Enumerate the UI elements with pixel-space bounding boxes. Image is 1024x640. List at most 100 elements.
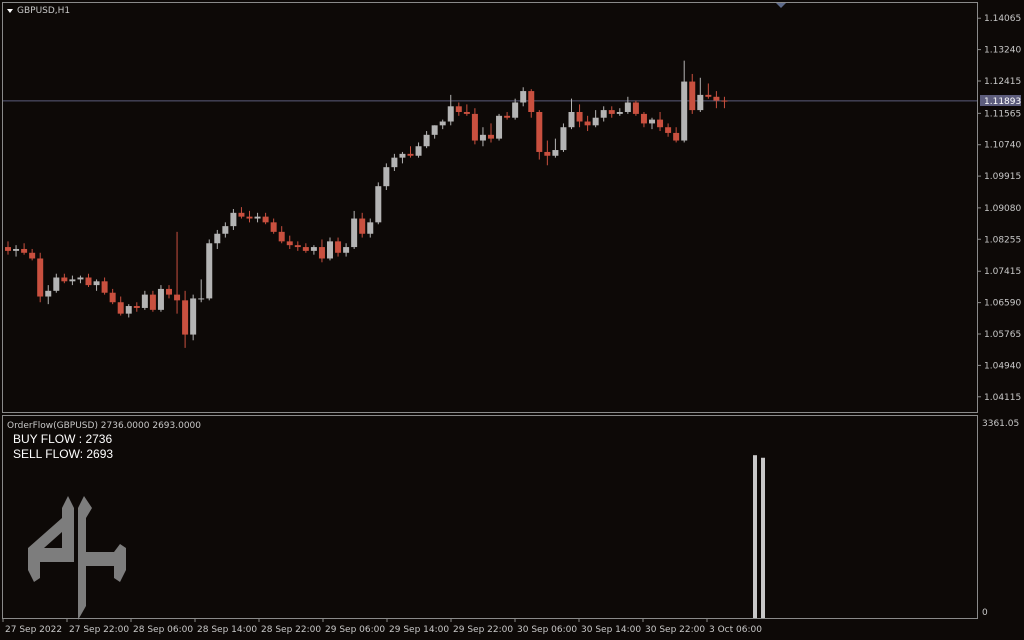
candle-body — [431, 125, 438, 135]
time-tick-label: 27 Sep 2022 — [5, 625, 62, 635]
candle-body — [512, 102, 519, 118]
price-tick-label: 1.13240 — [984, 46, 1021, 56]
time-tick-label: 27 Sep 22:00 — [69, 625, 129, 635]
candle-body — [278, 231, 285, 242]
candle-body — [222, 226, 229, 234]
candle-body — [681, 81, 688, 141]
candle-body — [592, 117, 599, 126]
price-tick-label: 1.08255 — [984, 235, 1021, 245]
indicator-min-label: 0 — [982, 608, 988, 618]
indicator-pane-frame — [2, 415, 978, 619]
candle-body — [399, 153, 406, 158]
candle-body — [77, 277, 84, 280]
candle-body — [117, 302, 124, 314]
candle-body — [359, 218, 366, 234]
candle-body — [463, 112, 470, 114]
price-tick-label: 1.09915 — [984, 172, 1021, 182]
candle-body — [568, 112, 575, 128]
candle-body — [496, 115, 503, 139]
candle-body — [520, 91, 527, 103]
candle-body — [166, 288, 172, 295]
candle-body — [552, 150, 559, 156]
candle-body — [318, 247, 325, 259]
indicator-title: OrderFlow(GBPUSD) 2736.0000 2693.0000 — [7, 421, 201, 431]
candle-body — [367, 222, 374, 234]
price-tick-label: 1.07415 — [984, 267, 1021, 277]
candle-body — [93, 281, 100, 286]
candle-body — [5, 247, 11, 251]
candle-body — [351, 218, 358, 248]
price-tick-label: 1.12415 — [984, 77, 1021, 87]
indicator-bar — [761, 457, 765, 618]
time-tick-label: 29 Sep 06:00 — [325, 625, 385, 635]
candle-body — [270, 222, 277, 232]
indicator-bar — [753, 455, 757, 618]
candle-body — [713, 96, 720, 101]
candle-body — [238, 212, 245, 217]
candle-body — [375, 186, 382, 223]
price-tick-label: 1.10740 — [984, 141, 1021, 151]
time-tick-label: 28 Sep 06:00 — [133, 625, 193, 635]
candle-body — [214, 233, 221, 244]
candle-body — [439, 121, 446, 126]
candle-body — [286, 241, 293, 246]
candle-body — [53, 277, 60, 291]
candle-body — [254, 216, 261, 219]
candle-body — [632, 102, 639, 114]
brand-logo-icon — [28, 496, 126, 620]
buy-flow-text: BUY FLOW : 2736 — [13, 432, 112, 446]
current-price-box — [980, 95, 1021, 106]
symbol-dropdown-icon[interactable] — [7, 9, 13, 13]
time-tick-label: 3 Oct 06:00 — [709, 625, 762, 635]
candle-body — [29, 252, 36, 259]
candle-body — [391, 157, 398, 168]
time-tick-label: 28 Sep 14:00 — [197, 625, 257, 635]
candle-body — [544, 151, 551, 156]
candle-body — [294, 245, 301, 248]
candle-body — [61, 277, 68, 282]
shift-marker-icon[interactable] — [776, 3, 786, 8]
candlestick-series — [5, 60, 728, 348]
candle-body — [407, 153, 414, 156]
price-axis: 1.14065 1.13240 1.12415 1.11565 1.10740 1.099… — [977, 14, 1021, 403]
price-tick-label: 1.09080 — [984, 204, 1021, 214]
indicator-max-label: 3361.05 — [982, 419, 1019, 429]
candle-body — [415, 146, 422, 156]
time-tick-label: 30 Sep 22:00 — [645, 625, 705, 635]
candle-body — [721, 100, 728, 102]
candle-body — [21, 248, 28, 253]
time-tick-label: 30 Sep 14:00 — [581, 625, 641, 635]
price-tick-label: 1.11565 — [984, 109, 1021, 119]
candle-body — [109, 292, 116, 303]
candle-body — [302, 247, 309, 251]
time-axis: 27 Sep 2022 27 Sep 22:00 28 Sep 06:00 28 Se… — [2, 618, 762, 635]
candle-body — [576, 112, 583, 122]
candle-body — [133, 306, 140, 308]
candle-body — [423, 134, 430, 147]
indicator-bars — [753, 455, 765, 618]
candle-body — [45, 290, 52, 297]
time-tick-label: 29 Sep 22:00 — [453, 625, 513, 635]
candle-body — [262, 216, 269, 223]
time-tick-label: 28 Sep 22:00 — [261, 625, 321, 635]
candle-body — [182, 300, 189, 335]
candle-body — [640, 113, 647, 124]
price-tick-label: 1.04115 — [984, 393, 1021, 403]
candle-body — [69, 279, 76, 282]
candle-body — [624, 102, 631, 113]
candle-body — [101, 281, 108, 293]
candle-body — [447, 106, 454, 122]
candle-body — [689, 81, 696, 111]
candle-body — [649, 119, 655, 124]
symbol-label[interactable]: GBPUSD,H1 — [17, 6, 70, 16]
candle-body — [190, 298, 197, 335]
candle-body — [504, 115, 511, 118]
candle-body — [157, 288, 164, 310]
price-pane-frame — [2, 2, 978, 413]
candle-body — [383, 167, 390, 187]
candle-body — [141, 294, 148, 308]
price-tick-label: 1.05765 — [984, 330, 1021, 340]
price-tick-label: 1.06590 — [984, 299, 1021, 309]
candle-body — [528, 91, 535, 113]
